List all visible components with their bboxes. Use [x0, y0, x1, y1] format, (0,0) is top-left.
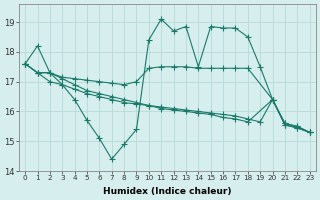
X-axis label: Humidex (Indice chaleur): Humidex (Indice chaleur) — [103, 187, 232, 196]
